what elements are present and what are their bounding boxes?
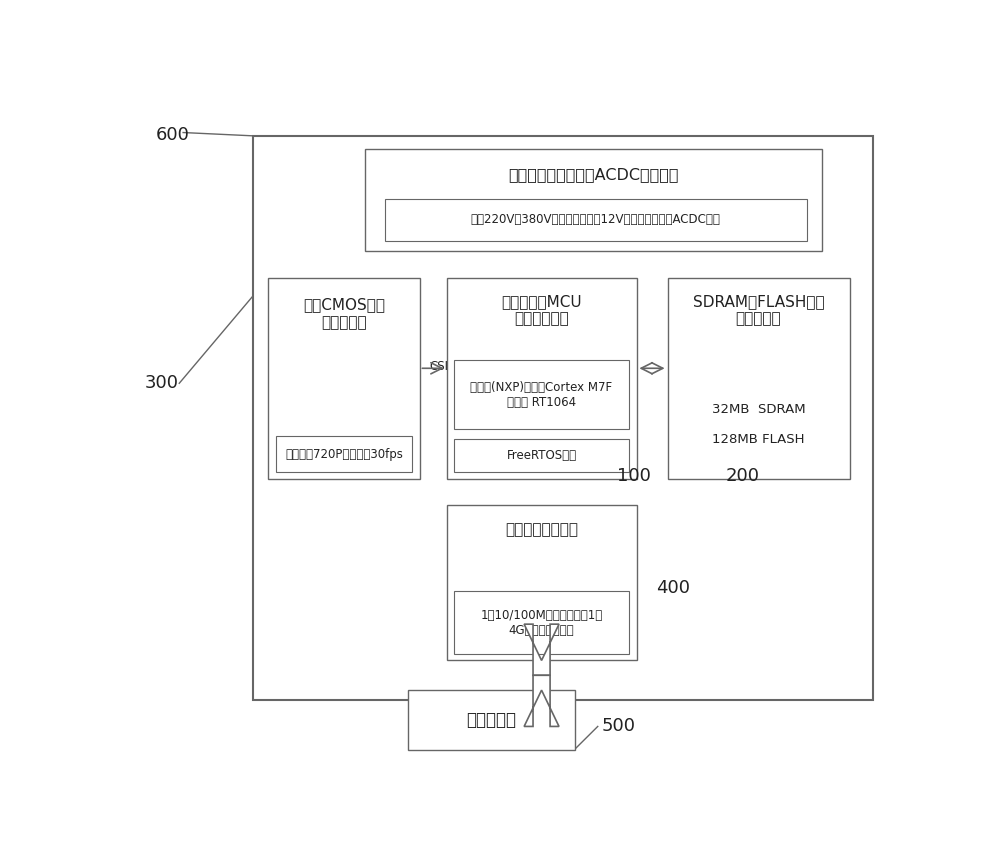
Text: 600: 600 [156,126,190,144]
Bar [668,278,850,479]
Bar [268,278,420,479]
Bar [253,135,873,700]
Bar [447,506,637,661]
Text: SDRAM和FLASH组成
的存储单元: SDRAM和FLASH组成 的存储单元 [693,294,824,327]
Text: 100: 100 [617,467,651,485]
Text: CSI: CSI [429,360,448,374]
Text: 400: 400 [656,578,690,596]
Text: 32MB  SDRAM: 32MB SDRAM [712,403,805,417]
Text: 一个220V和380V交流电源输入，12V直流电源输出的ACDC模块: 一个220V和380V交流电源输入，12V直流电源输出的ACDC模块 [471,213,721,226]
Bar [454,591,629,654]
Bar [408,690,574,750]
Text: FreeRTOS系统: FreeRTOS系统 [507,449,577,463]
Text: 带有掩电保护功能的ACDC供电单元: 带有掩电保护功能的ACDC供电单元 [509,167,679,183]
Text: 300: 300 [144,375,178,393]
Bar [365,149,822,251]
Text: 分辨率为720P，帧率为30fps: 分辨率为720P，帧率为30fps [285,447,403,461]
Bar [454,360,629,429]
Text: 基于嵌入式MCU
的处理器单元: 基于嵌入式MCU 的处理器单元 [501,294,582,327]
Text: 500: 500 [602,717,636,735]
Polygon shape [524,624,559,675]
Text: 恩智浦(NXP)最新的Cortex M7F
处理器 RT1064: 恩智浦(NXP)最新的Cortex M7F 处理器 RT1064 [471,381,613,409]
Bar [447,278,637,479]
Text: 128MB FLASH: 128MB FLASH [712,433,805,446]
Polygon shape [524,675,559,727]
Bar [385,199,807,242]
Text: 前置CMOS高清
摄像头单元: 前置CMOS高清 摄像头单元 [303,297,385,330]
Text: 200: 200 [726,467,760,485]
Bar [454,440,629,472]
Bar [276,436,412,472]
Text: 1个10/100M自适应网卡和1个
4G无线全网通模块: 1个10/100M自适应网卡和1个 4G无线全网通模块 [480,608,603,637]
Text: 后台服务器: 后台服务器 [466,710,516,728]
Text: 网络通信传输单元: 网络通信传输单元 [505,522,578,536]
